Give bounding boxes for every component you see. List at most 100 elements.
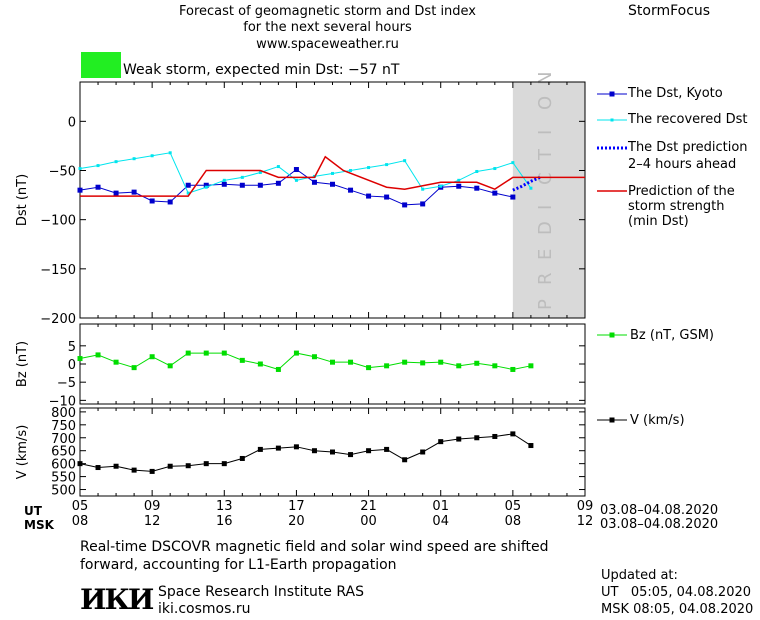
y-axis-label: Bz (nT): [15, 341, 30, 387]
data-point: [475, 169, 479, 173]
data-point: [149, 468, 155, 474]
data-point: [528, 443, 534, 449]
legend-strength-line2: storm strength: [628, 199, 725, 214]
data-point: [457, 178, 461, 182]
ut-tick-label: 09: [143, 499, 161, 514]
chart-title-line2: for the next several hours: [243, 20, 412, 35]
data-point: [131, 467, 137, 473]
y-tick-label: 600: [51, 458, 76, 473]
series-line: [80, 155, 585, 197]
msk-axis-label: MSK: [24, 518, 54, 532]
data-point: [384, 363, 390, 369]
y-tick-label: −50: [49, 165, 76, 180]
data-point: [185, 350, 191, 356]
updated-label: Updated at:: [601, 568, 678, 583]
data-point: [385, 163, 389, 167]
prediction-letter: D: [535, 221, 556, 235]
data-point: [186, 191, 190, 195]
y-tick-label: 650: [51, 445, 76, 460]
storm-level-swatch: [81, 52, 121, 78]
prediction-letter: E: [535, 249, 556, 260]
y-tick-label: 550: [51, 471, 76, 486]
data-point: [77, 461, 83, 467]
data-point: [95, 184, 101, 190]
legend-prediction-line1: The Dst prediction: [628, 140, 748, 155]
ut-tick-label: 17: [288, 499, 305, 514]
data-point: [492, 433, 498, 439]
y-tick-label: 800: [51, 406, 76, 421]
data-point: [366, 365, 372, 371]
data-point: [257, 182, 263, 188]
msk-tick-label: 20: [288, 514, 305, 529]
y-tick-label: 0: [68, 115, 76, 130]
data-point: [348, 187, 354, 193]
data-point: [294, 178, 298, 182]
data-point: [95, 465, 101, 471]
data-point: [257, 361, 263, 367]
data-point: [474, 185, 480, 191]
data-point: [150, 154, 154, 158]
data-point: [311, 448, 317, 454]
data-point: [293, 167, 299, 173]
data-point: [438, 439, 444, 445]
updated-ut: UT 05:05, 04.08.2020: [601, 585, 752, 600]
msk-tick-label: 00: [360, 514, 377, 529]
legend-dst-kyoto: The Dst, Kyoto: [628, 86, 723, 101]
data-point: [293, 444, 299, 450]
msk-tick-label: 12: [143, 514, 161, 529]
data-point: [366, 193, 372, 199]
legend-bz: Bz (nT, GSM): [630, 328, 715, 343]
data-point: [529, 186, 533, 190]
data-point: [257, 446, 263, 452]
institute-site[interactable]: iki.cosmos.ru: [158, 601, 251, 617]
msk-date-range: 03.08–04.08.2020: [600, 517, 719, 532]
data-point: [330, 449, 335, 455]
y-axis-label: V (km/s): [15, 425, 30, 480]
data-point: [276, 165, 280, 169]
data-point: [384, 446, 390, 452]
msk-tick-label: 04: [432, 514, 449, 529]
y-tick-label: −150: [40, 263, 76, 278]
data-point: [167, 199, 173, 205]
data-point: [275, 445, 281, 451]
data-point: [456, 183, 462, 189]
data-point: [168, 151, 172, 155]
data-point: [222, 178, 226, 182]
data-point: [275, 366, 281, 372]
legend-recovered-dst: The recovered Dst: [628, 112, 748, 127]
data-point: [492, 190, 498, 196]
prediction-shade: [512, 82, 585, 318]
chart-title-line1: Forecast of geomagnetic storm and Dst in…: [178, 4, 477, 19]
storm-forecast-label: Weak storm, expected min Dst: −57 nT: [123, 62, 400, 78]
msk-tick-label: 08: [71, 514, 89, 529]
ut-axis-label: UT: [24, 504, 42, 518]
y-tick-label: −5: [57, 376, 76, 391]
data-point: [113, 359, 119, 365]
legend-sample-bz-marker: [609, 332, 615, 338]
series-line: [79, 168, 513, 206]
y-tick-label: 500: [51, 484, 76, 499]
prediction-letter: P: [535, 299, 556, 310]
data-point: [420, 201, 426, 207]
data-point: [349, 169, 353, 172]
data-point: [367, 166, 371, 170]
ut-tick-label: 21: [360, 499, 377, 514]
data-point: [96, 164, 100, 168]
data-point: [331, 171, 334, 175]
data-point: [221, 461, 227, 467]
series-line: [79, 152, 532, 194]
data-point: [204, 185, 208, 189]
data-point: [95, 352, 101, 358]
data-point: [167, 463, 173, 469]
data-point: [221, 350, 227, 356]
legend-sample-recovered-marker: [610, 118, 614, 122]
brand-name: StormFocus: [628, 3, 711, 19]
data-point: [311, 354, 317, 360]
data-point: [510, 431, 516, 437]
data-point: [348, 359, 354, 365]
msk-tick-label: 12: [576, 514, 594, 529]
data-point: [421, 187, 425, 191]
series-line: [79, 352, 531, 371]
data-point: [275, 180, 281, 186]
data-point: [384, 194, 390, 200]
